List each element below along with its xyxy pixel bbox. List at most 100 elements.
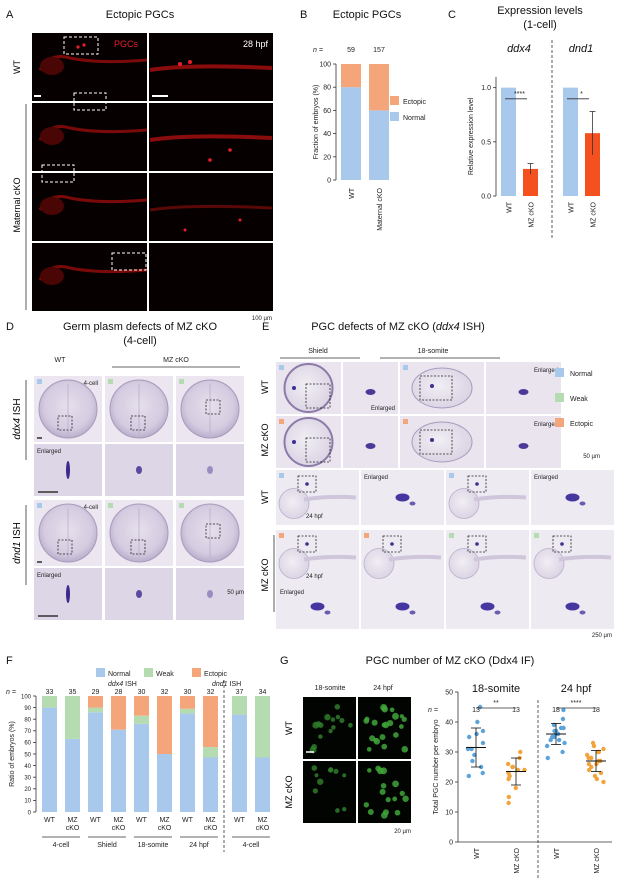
panel-f-bar-9-normal: [255, 757, 270, 812]
panel-a-letter: A: [6, 9, 14, 21]
panel-d-class-swatch: [37, 503, 42, 508]
panel-e-col-shield: Shield: [308, 348, 328, 355]
panel-c-ytick-label: 0.5: [481, 139, 491, 146]
panel-g-pgc-signal: [381, 743, 388, 750]
panel-f-bar-0-normal: [42, 707, 57, 812]
panel-c-ytick-label: 1.0: [481, 85, 491, 92]
panel-g-pgc-signal: [392, 796, 398, 802]
panel-e-roi-box: [305, 383, 331, 409]
panel-f-n-label: n =: [6, 689, 16, 696]
panel-g-pgc-signal: [399, 714, 404, 719]
panel-g-point-0: [470, 758, 475, 764]
panel-g-pgc-signal: [401, 746, 409, 753]
panel-f-ytick-label: 60: [24, 741, 31, 747]
panel-g-scale: 20 µm: [394, 829, 411, 835]
panel-g-pgc-signal: [399, 790, 405, 797]
panel-g-pgc-signal: [371, 719, 378, 726]
panel-e-title: PGC defects of MZ cKO (ddx4 ISH): [311, 321, 485, 333]
panel-c-bar-0-1: [523, 168, 538, 196]
panel-b-ytick-label: 20: [323, 154, 331, 161]
panel-g-pgc-signal: [311, 765, 318, 771]
panel-g-pgc-signal: [379, 734, 386, 741]
panel-g-pgc-signal: [330, 717, 336, 722]
panel-g-n-label: n =: [428, 707, 438, 714]
panel-g-pgc-signal: [394, 809, 401, 816]
panel-e-pgc-enlarged: [365, 389, 376, 395]
panel-d-stage-label: 4-cell: [84, 381, 98, 387]
panel-a-pgc-label: PGCs: [114, 39, 139, 49]
panel-b-ylabel: Fraction of embryos (%): [313, 85, 320, 160]
panel-f-letter: F: [6, 655, 13, 667]
panel-e-24hpf-trunk: [303, 554, 357, 562]
panel-e-class-swatch: [449, 473, 454, 478]
panel-c-ylabel: Relative expression level: [468, 97, 475, 175]
panel-g-ytick-label: 40: [445, 720, 453, 727]
panel-g-col-somite: 18-somite: [315, 685, 346, 692]
panel-e-24hpf-yolk: [363, 548, 395, 579]
panel-e-class-swatch: [279, 533, 284, 538]
panel-b-letter: B: [300, 9, 307, 21]
panel-e-hpf-label-2: 24 hpf: [306, 574, 323, 580]
panel-f-n-3: 28: [115, 689, 123, 696]
panel-g-category-0: WT: [474, 847, 481, 859]
panel-e-image-bg: [343, 362, 398, 414]
panel-a-scale: 100 µm: [252, 316, 272, 322]
panel-g-pgc-signal: [373, 738, 381, 745]
panel-e-24hpf-trunk: [473, 554, 527, 562]
panel-g-pgc-signal: [335, 714, 341, 720]
panel-g-n-3: 18: [592, 707, 600, 714]
panel-f-n-8: 37: [236, 689, 244, 696]
panel-g-row-wt: WT: [284, 721, 294, 735]
panel-e-pgc-enlarged: [310, 602, 325, 611]
panel-e-class-swatch: [364, 533, 369, 538]
panel-c-category: MZ cKO: [591, 201, 598, 227]
panel-d-title-1: Germ plasm defects of MZ cKO: [63, 321, 217, 333]
panel-f-genotype-1: cKO: [66, 825, 80, 832]
panel-g-pgc-signal: [363, 718, 370, 724]
panel-f-legend-label-ectopic: Ectopic: [204, 671, 227, 678]
panel-e-pgc-enlarged: [409, 501, 416, 506]
panel-g-letter: G: [280, 655, 289, 667]
panel-b-bar-0-0: [341, 87, 361, 180]
panel-e-hpf-label-1: 24 hpf: [306, 514, 323, 520]
panel-g-pgc-signal: [399, 724, 404, 729]
panel-e-pgc: [430, 384, 434, 388]
panel-b-n-label: n =: [313, 47, 323, 54]
panel-e-pgc-enlarged: [494, 610, 501, 615]
panel-e-image-bg: [486, 416, 561, 468]
panel-e-legend: Normal Weak Ectopic: [555, 368, 593, 428]
panel-g-point-2: [561, 707, 566, 713]
panel-f-ytick-label: 40: [24, 764, 31, 770]
panel-f-genotype-5: cKO: [158, 825, 172, 832]
panel-b-bar-1-0: [341, 64, 361, 88]
panel-f-ytick-label: 10: [24, 799, 31, 805]
panel-a-title: Ectopic PGCs: [106, 9, 175, 21]
panel-f-label-dnd1: dnd1 ISH: [212, 681, 241, 688]
panel-e-somite-embryo: [411, 367, 473, 409]
panel-f-bar-6-ectopic: [180, 696, 195, 709]
panel-c-chart: 0.0 0.5 1.0 Relative expression level ddx4 WT…: [468, 40, 600, 240]
panel-a-time-label: 28 hpf: [243, 39, 269, 49]
panel-e-24hpf-yolk: [533, 548, 565, 579]
panel-e-enlarged-label: Enlarged: [364, 475, 388, 481]
panel-g-pgc-signal: [375, 765, 382, 772]
panel-e-24hpf-yolk: [278, 548, 310, 579]
panel-e-pgc-enlarged: [480, 602, 495, 611]
panel-g-pgc-signal: [380, 783, 387, 789]
panel-d-enlarged-label: Enlarged: [37, 573, 61, 579]
panel-g-pgc-signal: [312, 788, 318, 794]
panel-g-pgc-signal: [318, 734, 323, 739]
panel-e-class-swatch: [449, 533, 454, 538]
panel-b-bar-0-1: [369, 110, 389, 180]
panel-f-genotype-0: WT: [44, 817, 56, 824]
panel-f-n-5: 32: [161, 689, 169, 696]
panel-e-shield-embryo: [283, 363, 334, 413]
panel-g-stage-1: 24 hpf: [561, 683, 593, 695]
panel-c-category: MZ cKO: [529, 201, 536, 227]
panel-d-germ-plasm: [136, 590, 142, 598]
panel-f-bar-8-weak: [232, 696, 247, 715]
panel-e-class-swatch: [403, 365, 408, 370]
panel-f-genotype-5: MZ: [159, 817, 170, 824]
panel-e-class-swatch: [279, 365, 284, 370]
panel-g-category-2: WT: [554, 847, 561, 859]
